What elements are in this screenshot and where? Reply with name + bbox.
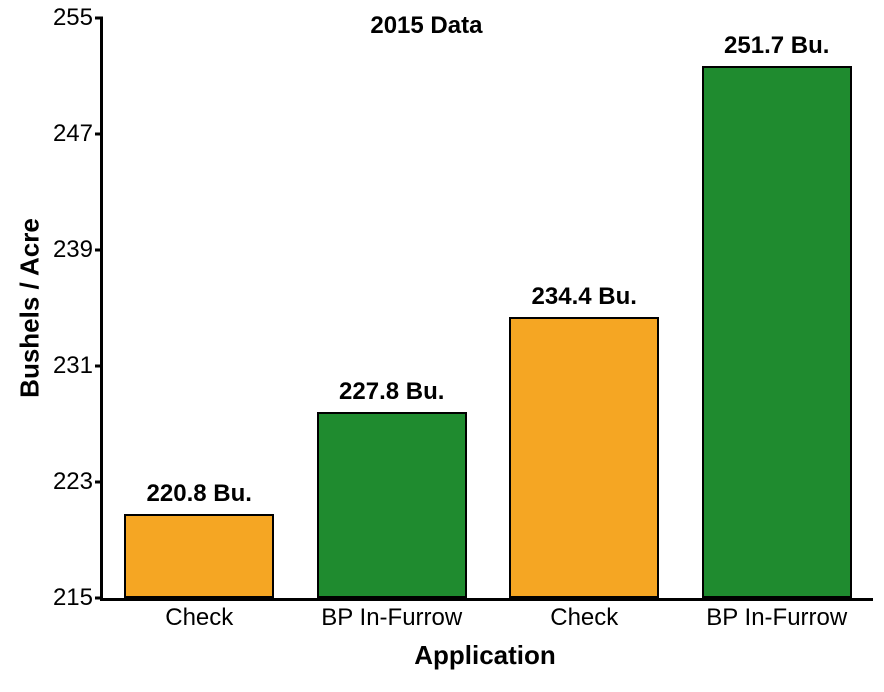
chart-container: 2015 Data 215223231239247255220.8 Bu.Che… bbox=[0, 0, 884, 692]
x-tick-label: Check bbox=[165, 598, 233, 632]
bar bbox=[702, 66, 852, 598]
y-tick-mark bbox=[95, 249, 103, 252]
bar bbox=[317, 412, 467, 598]
plot-area: 2015 Data 215223231239247255220.8 Bu.Che… bbox=[100, 18, 873, 601]
y-axis-label: Bushels / Acre bbox=[15, 218, 46, 398]
x-tick-label: BP In-Furrow bbox=[321, 598, 462, 632]
bar bbox=[124, 514, 274, 598]
y-tick-mark bbox=[95, 481, 103, 484]
chart-title: 2015 Data bbox=[370, 12, 482, 40]
y-tick-mark bbox=[95, 133, 103, 136]
y-tick-mark bbox=[95, 597, 103, 600]
bar-value-label: 251.7 Bu. bbox=[724, 32, 829, 60]
bar-value-label: 234.4 Bu. bbox=[532, 283, 637, 311]
bar-value-label: 227.8 Bu. bbox=[339, 378, 444, 406]
y-tick-mark bbox=[95, 365, 103, 368]
x-tick-label: Check bbox=[550, 598, 618, 632]
y-tick-mark bbox=[95, 17, 103, 20]
x-tick-label: BP In-Furrow bbox=[706, 598, 847, 632]
bar bbox=[509, 317, 659, 598]
x-axis-label: Application bbox=[414, 640, 556, 671]
bar-value-label: 220.8 Bu. bbox=[147, 480, 252, 508]
